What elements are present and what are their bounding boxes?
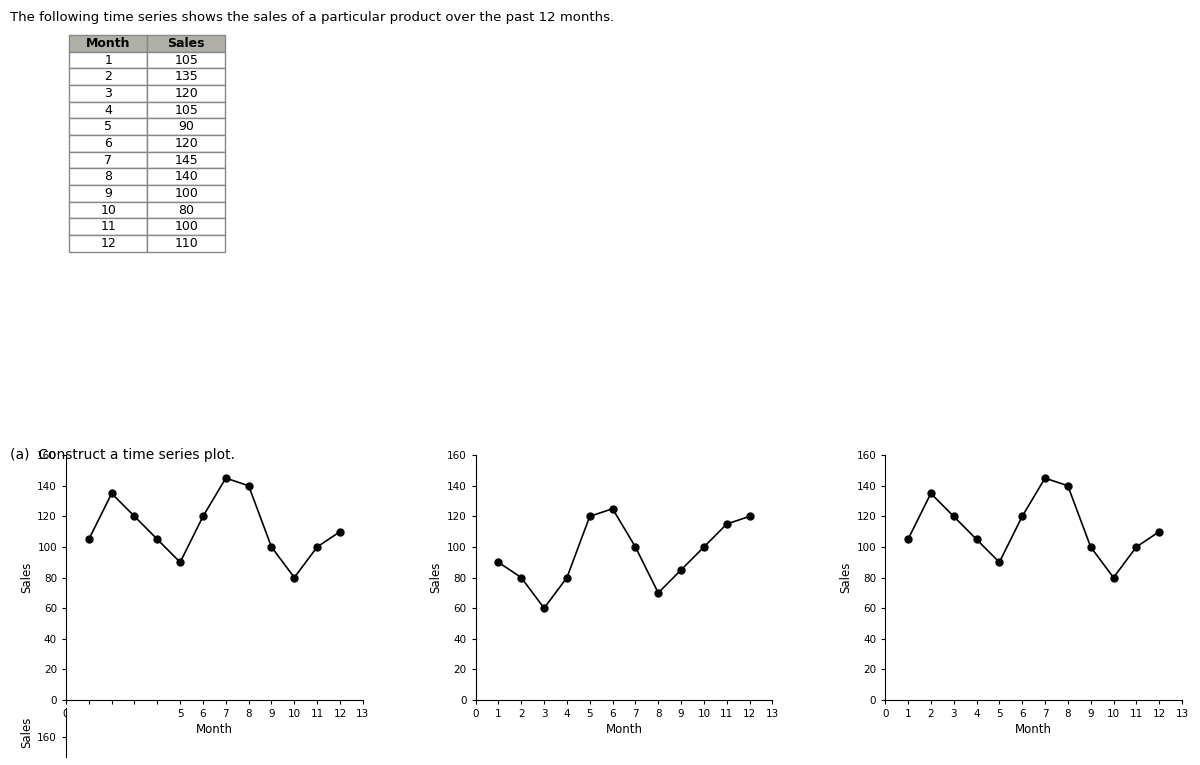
Text: The following time series shows the sales of a particular product over the past : The following time series shows the sale… xyxy=(10,11,613,24)
Y-axis label: Sales: Sales xyxy=(20,717,34,748)
X-axis label: Month: Month xyxy=(196,723,233,736)
Y-axis label: Sales: Sales xyxy=(839,562,852,594)
Y-axis label: Sales: Sales xyxy=(430,562,443,594)
Y-axis label: Sales: Sales xyxy=(20,562,34,594)
Text: (a)  Construct a time series plot.: (a) Construct a time series plot. xyxy=(10,448,235,461)
X-axis label: Month: Month xyxy=(606,723,642,736)
X-axis label: Month: Month xyxy=(1015,723,1052,736)
